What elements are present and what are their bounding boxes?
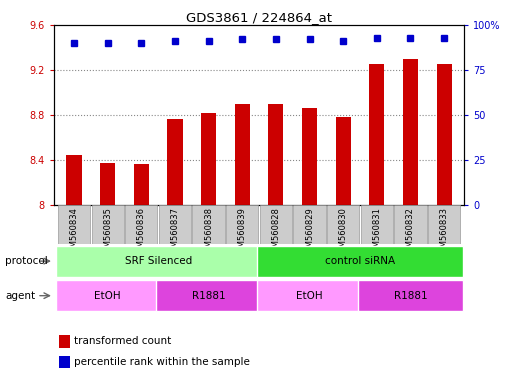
Bar <box>100 162 115 205</box>
Bar <box>361 205 393 244</box>
Bar <box>403 59 418 205</box>
Bar <box>336 118 351 205</box>
Bar <box>358 280 463 311</box>
Text: SRF Silenced: SRF Silenced <box>125 256 192 266</box>
Bar <box>167 119 183 205</box>
Text: GSM560837: GSM560837 <box>170 207 180 258</box>
Text: GSM560834: GSM560834 <box>70 207 78 258</box>
Bar <box>134 164 149 205</box>
Text: GSM560835: GSM560835 <box>103 207 112 258</box>
Bar <box>258 280 362 311</box>
Bar <box>159 205 191 244</box>
Bar <box>192 205 225 244</box>
Bar <box>260 205 292 244</box>
Text: R1881: R1881 <box>393 291 427 301</box>
Text: GSM560830: GSM560830 <box>339 207 348 258</box>
Text: transformed count: transformed count <box>74 336 172 346</box>
Text: percentile rank within the sample: percentile rank within the sample <box>74 357 250 367</box>
Text: agent: agent <box>5 291 35 301</box>
Text: GSM560836: GSM560836 <box>137 207 146 258</box>
Bar <box>268 104 284 205</box>
Bar <box>369 65 384 205</box>
Bar <box>55 246 261 276</box>
Text: GSM560839: GSM560839 <box>238 207 247 258</box>
Text: control siRNA: control siRNA <box>325 256 395 266</box>
Bar <box>437 65 451 205</box>
Bar <box>125 205 157 244</box>
Text: GSM560833: GSM560833 <box>440 207 448 258</box>
Bar <box>58 205 90 244</box>
Bar <box>156 280 261 311</box>
Bar <box>201 113 216 205</box>
Text: GSM560829: GSM560829 <box>305 207 314 258</box>
Bar <box>327 205 359 244</box>
Text: EtOH: EtOH <box>94 291 121 301</box>
Text: GSM560831: GSM560831 <box>372 207 381 258</box>
Text: GSM560832: GSM560832 <box>406 207 415 258</box>
Text: EtOH: EtOH <box>296 291 323 301</box>
Bar <box>234 104 250 205</box>
Bar <box>55 280 160 311</box>
Text: R1881: R1881 <box>192 291 225 301</box>
Bar <box>91 205 124 244</box>
Bar <box>293 205 326 244</box>
Text: GSM560838: GSM560838 <box>204 207 213 258</box>
Bar <box>258 246 463 276</box>
Bar <box>302 108 317 205</box>
Text: protocol: protocol <box>5 256 48 266</box>
Text: GSM560828: GSM560828 <box>271 207 281 258</box>
Title: GDS3861 / 224864_at: GDS3861 / 224864_at <box>186 11 332 24</box>
Bar <box>226 205 259 244</box>
Bar <box>67 155 82 205</box>
Bar <box>428 205 460 244</box>
Bar <box>394 205 427 244</box>
